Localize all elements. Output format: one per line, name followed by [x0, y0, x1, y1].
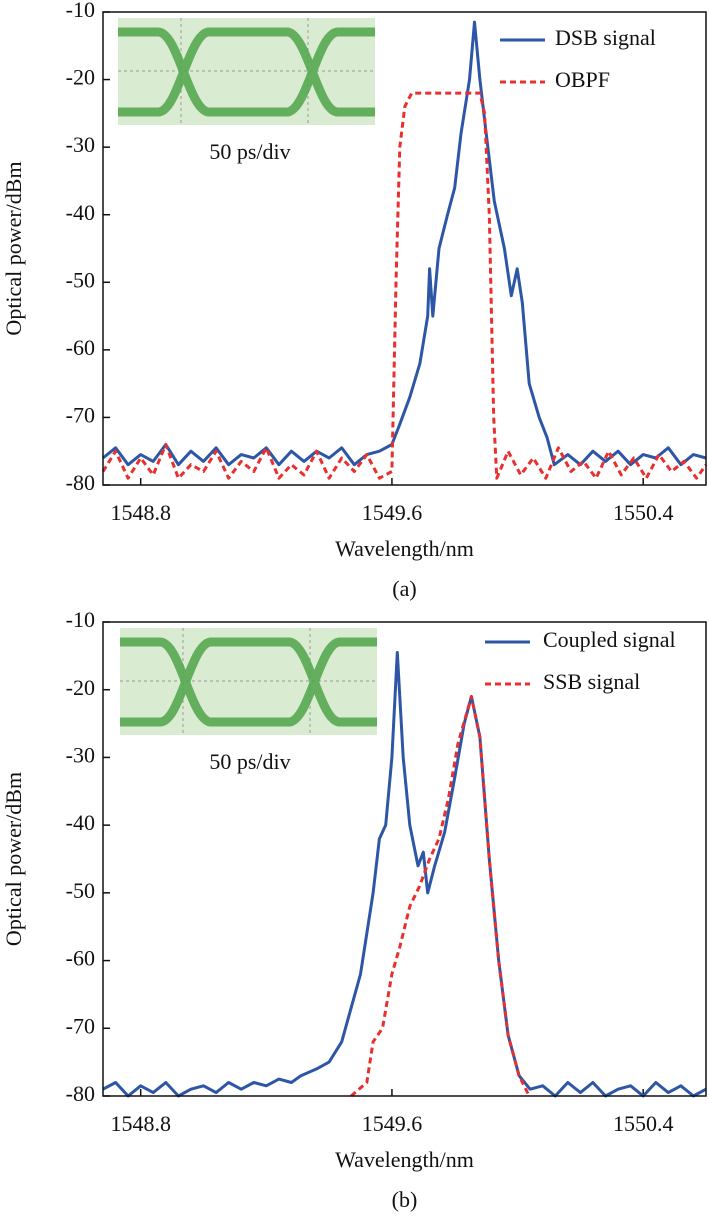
series-line [102, 651, 707, 1098]
y-tick-label: -80 [66, 1081, 95, 1106]
x-tick-label: 1550.4 [613, 500, 674, 525]
series-line [350, 695, 531, 1098]
legend-label: DSB signal [555, 25, 656, 50]
caption: (a) [392, 576, 416, 601]
legend-label: SSB signal [543, 669, 640, 694]
x-tick-label: 1549.6 [362, 1111, 423, 1136]
y-tick-label: -60 [66, 946, 95, 971]
y-axis-label: Optical power/dBm [1, 161, 26, 335]
x-tick-label: 1548.8 [110, 500, 171, 525]
y-tick-label: -10 [66, 0, 95, 22]
y-tick-label: -70 [66, 1013, 95, 1038]
plot-frame [102, 621, 707, 1097]
x-axis-label: Wavelength/nm [335, 536, 474, 561]
y-tick-label: -70 [66, 402, 95, 427]
y-tick-label: -50 [66, 267, 95, 292]
annotation: 50 ps/div [209, 749, 290, 774]
legend-label: OBPF [555, 67, 610, 92]
x-axis-label: Wavelength/nm [335, 1147, 474, 1172]
x-tick-label: 1549.6 [362, 500, 423, 525]
y-tick-label: -30 [66, 742, 95, 767]
y-tick-label: -40 [66, 200, 95, 225]
y-tick-label: -20 [66, 675, 95, 700]
x-tick-label: 1548.8 [110, 1111, 171, 1136]
y-tick-label: -10 [66, 607, 95, 632]
eye-diagram-inset [118, 18, 375, 125]
annotation: 50 ps/div [209, 139, 290, 164]
caption: (b) [392, 1187, 418, 1212]
y-tick-label: -30 [66, 132, 95, 157]
eye-diagram-inset [120, 628, 377, 735]
y-tick-label: -60 [66, 335, 95, 360]
plot-frame [102, 11, 707, 486]
y-tick-label: -40 [66, 810, 95, 835]
series-line [101, 91, 708, 480]
y-tick-label: -80 [66, 470, 95, 495]
y-axis-label: Optical power/dBm [1, 772, 26, 946]
legend-label: Coupled signal [543, 627, 676, 652]
x-tick-label: 1550.4 [613, 1111, 674, 1136]
series-line [102, 20, 707, 467]
y-tick-label: -50 [66, 878, 95, 903]
y-tick-label: -20 [66, 65, 95, 90]
